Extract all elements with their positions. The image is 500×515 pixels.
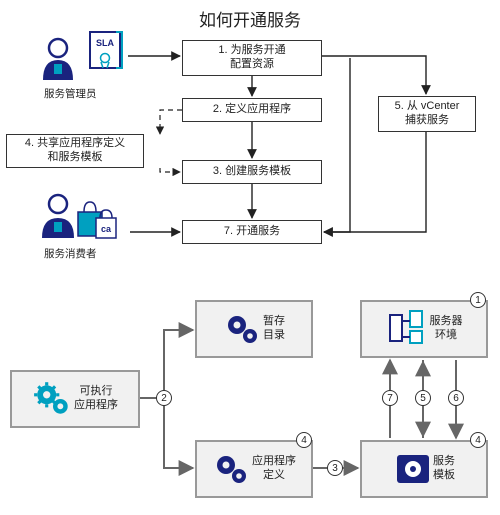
circle-3: 3 bbox=[327, 460, 343, 476]
circle-5: 5 bbox=[415, 390, 431, 406]
circle-4b: 4 bbox=[470, 432, 486, 448]
circle-2: 2 bbox=[156, 390, 172, 406]
circle-7: 7 bbox=[382, 390, 398, 406]
circle-1: 1 bbox=[470, 292, 486, 308]
circle-4a: 4 bbox=[296, 432, 312, 448]
circle-6: 6 bbox=[448, 390, 464, 406]
flow-arrows-bottom bbox=[0, 0, 500, 515]
